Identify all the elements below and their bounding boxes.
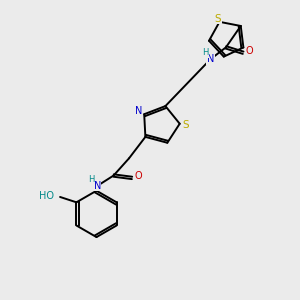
Text: S: S	[215, 14, 221, 24]
Text: N: N	[135, 106, 142, 116]
Text: N: N	[207, 54, 214, 64]
Text: H: H	[202, 48, 208, 57]
Text: O: O	[246, 46, 253, 56]
Text: H: H	[88, 175, 94, 184]
Text: S: S	[182, 120, 189, 130]
Text: O: O	[135, 171, 142, 182]
Text: N: N	[94, 181, 101, 191]
Text: HO: HO	[38, 191, 53, 201]
